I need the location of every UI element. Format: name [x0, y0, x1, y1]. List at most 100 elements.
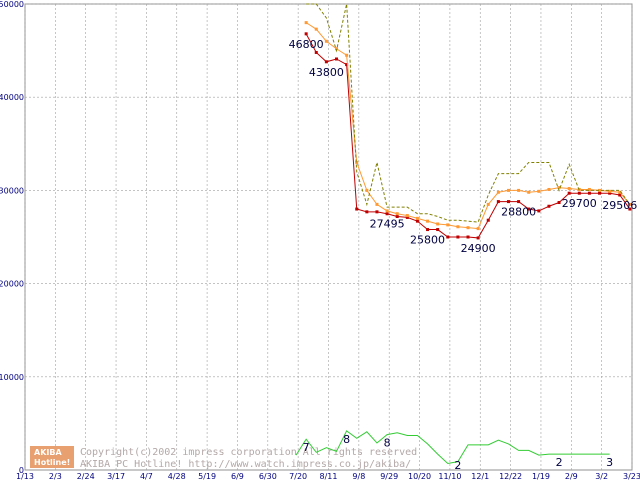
series-0-point	[345, 63, 349, 67]
series-line-3	[295, 430, 610, 465]
series-0-point	[375, 210, 379, 214]
series-1-point	[506, 188, 510, 192]
series-0-point	[395, 214, 399, 218]
x-tick-label: 3/23	[623, 472, 640, 480]
series-1-point	[537, 189, 541, 193]
series-0-point	[324, 60, 328, 64]
price-data-label: 25800	[410, 234, 445, 247]
series-1-point	[456, 225, 460, 229]
price-data-label: 24900	[461, 242, 496, 255]
series-0-point	[476, 236, 480, 240]
x-tick-label: 8/11	[320, 472, 338, 480]
series-1-point	[365, 188, 369, 192]
series-0-point	[355, 207, 359, 211]
series-1-point	[567, 187, 571, 191]
copyright-watermark: AKIBA Hotline! Copyright(c)2002 impress …	[30, 446, 417, 470]
x-tick-label: 2/9	[565, 472, 578, 480]
x-tick-label: 3/2	[595, 472, 608, 480]
akiba-logo-line1: AKIBA	[34, 448, 62, 457]
x-tick-label: 11/10	[438, 472, 461, 480]
series-1-point	[304, 21, 308, 25]
series-0-point	[456, 235, 460, 239]
x-tick-label: 7/20	[289, 472, 307, 480]
series-1-point	[385, 209, 389, 213]
series-0-point	[608, 191, 612, 195]
series-1-point	[547, 187, 551, 191]
series-0-point	[335, 57, 338, 61]
y-tick-label: 50000	[0, 0, 24, 9]
series-1-point	[345, 53, 349, 57]
shop-count-label: 8	[343, 433, 350, 446]
series-0-point	[628, 207, 632, 211]
x-tick-label: 6/30	[259, 472, 277, 480]
series-1-point	[527, 190, 531, 194]
x-tick-label: 4/28	[168, 472, 186, 480]
series-1-point	[335, 47, 338, 51]
x-tick-label: 4/7	[140, 472, 153, 480]
grid	[24, 3, 633, 471]
x-tick-label: 2/24	[77, 472, 95, 480]
series-0-point	[486, 218, 490, 222]
x-tick-label: 2/3	[49, 472, 62, 480]
series-1-point	[557, 186, 561, 190]
x-tick-label: 9/8	[352, 472, 365, 480]
series-1-point	[436, 222, 440, 226]
series-1-point	[486, 202, 490, 206]
series-0-point	[426, 228, 430, 232]
series-0-point	[446, 235, 450, 239]
series-1-point	[476, 227, 480, 231]
x-tick-label: 1/19	[532, 472, 550, 480]
series-1-point	[466, 226, 470, 230]
series-1-point	[415, 216, 419, 220]
series-0-point	[385, 212, 389, 216]
y-tick-label: 0	[19, 466, 24, 475]
series-1-point	[517, 188, 521, 192]
y-axis-ticks: 0 10000 20000 30000 40000 50000	[0, 0, 24, 475]
series-0-point	[466, 235, 470, 239]
series-0-point	[506, 200, 510, 204]
series-1-point	[587, 187, 591, 191]
series-0-point	[557, 201, 561, 205]
series-lines	[295, 3, 632, 465]
shop-count-label: 3	[606, 456, 613, 469]
series-0-point	[547, 204, 551, 208]
price-data-label: 46800	[289, 38, 324, 51]
series-1-point	[395, 212, 399, 216]
x-tick-label: 12/22	[499, 472, 522, 480]
y-tick-label: 30000	[0, 186, 24, 195]
series-0-point	[577, 191, 581, 195]
series-1-point	[426, 219, 430, 223]
series-0-point	[304, 32, 308, 36]
series-0-point	[365, 210, 369, 214]
series-0-point	[405, 215, 409, 219]
series-0-point	[496, 200, 500, 204]
x-tick-label: 3/17	[107, 472, 125, 480]
series-0-point	[517, 200, 521, 204]
x-tick-label: 5/19	[198, 472, 216, 480]
series-1-point	[618, 190, 622, 194]
price-data-label: 28800	[501, 206, 536, 219]
series-1-point	[496, 190, 500, 194]
series-1-point	[375, 202, 379, 206]
series-1-point	[608, 189, 612, 193]
series-0-point	[436, 228, 440, 232]
series-0-point	[527, 207, 531, 211]
series-0-point	[415, 219, 419, 223]
shop-count-label: 8	[384, 437, 391, 450]
x-tick-label: 10/20	[408, 472, 431, 480]
y-tick-label: 10000	[0, 373, 24, 382]
series-1-point	[314, 27, 318, 31]
series-0-point	[537, 209, 541, 213]
site-url-line: AKIBA PC Hotline! http://www.watch.impre…	[80, 459, 411, 470]
price-data-label: 27495	[370, 218, 405, 231]
x-tick-label: 12/1	[471, 472, 489, 480]
series-0-point	[587, 191, 591, 195]
x-axis-ticks: 1/13 2/3 2/24 3/17 4/7 4/28 5/19 6/9 6/30 7/20 8/1…	[16, 472, 640, 480]
series-1-point	[446, 223, 450, 227]
series-1-point	[355, 160, 359, 164]
shop-count-label: 2	[556, 456, 563, 469]
akiba-logo-line2: Hotline!	[34, 458, 70, 467]
shop-count-label: 2	[454, 459, 461, 472]
series-0-point	[598, 191, 602, 195]
